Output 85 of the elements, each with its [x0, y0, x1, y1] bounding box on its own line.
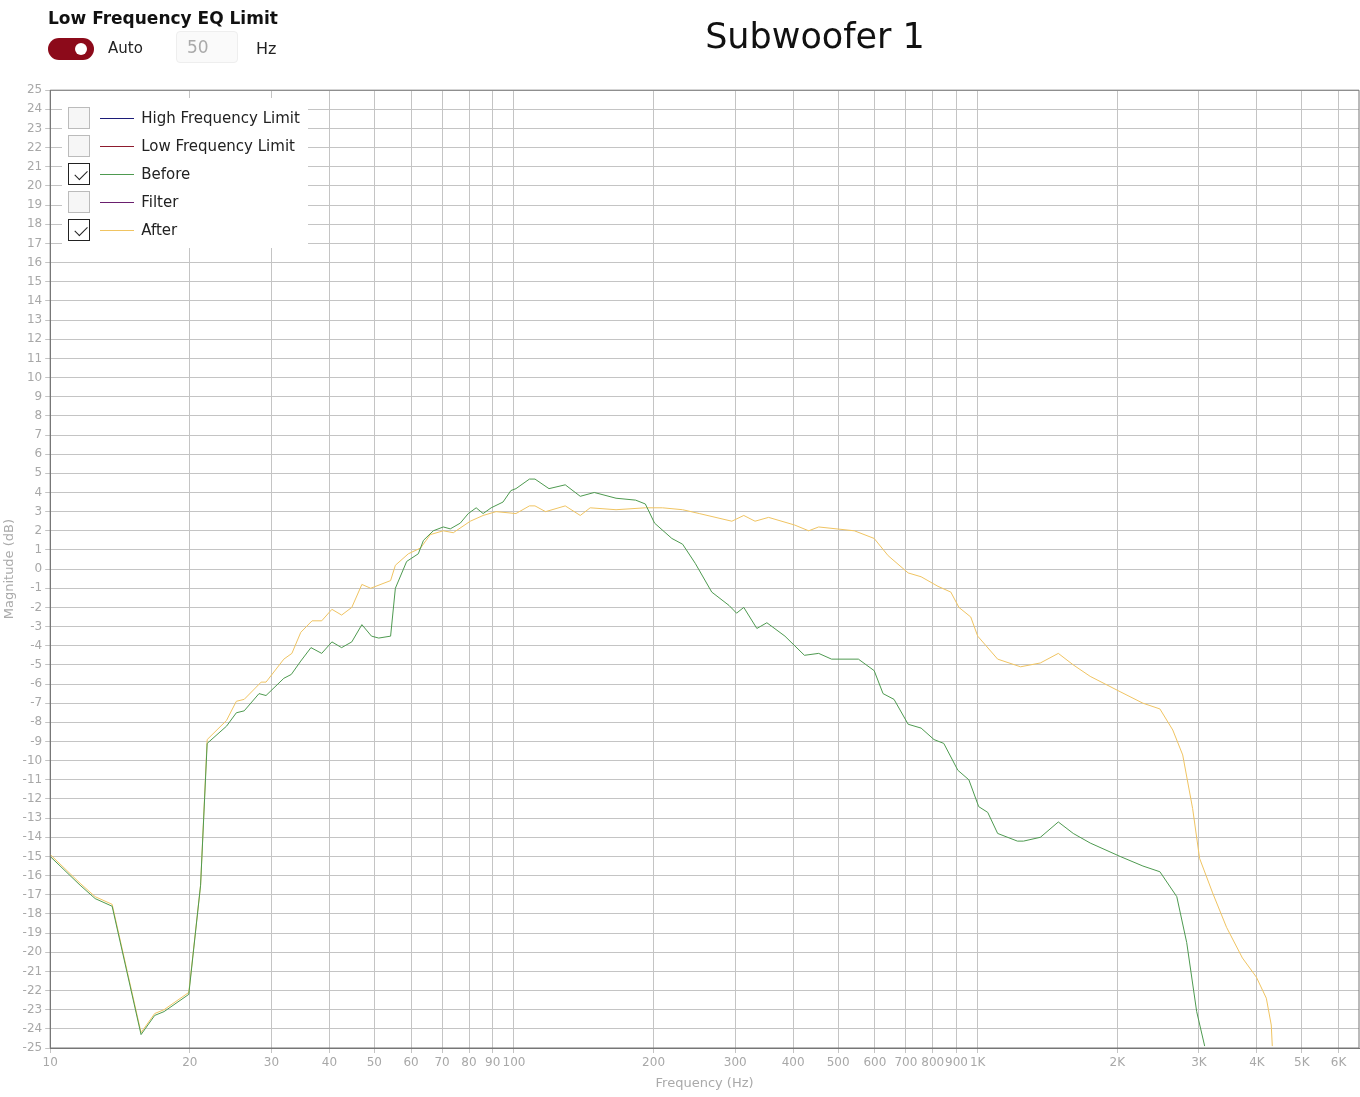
x-tick-label: 5K: [1294, 1055, 1311, 1070]
x-tick-label: 80: [461, 1055, 477, 1070]
legend-label: Before: [141, 165, 191, 184]
y-tick-label: -5: [30, 657, 43, 672]
y-tick-label: 2: [34, 522, 43, 537]
y-axis-title: Magnitude (dB): [1, 518, 17, 620]
text: Low Frequency EQ Limit: [48, 8, 278, 28]
y-tick-label: 5: [34, 465, 43, 480]
x-tick-label: 2K: [1109, 1055, 1127, 1070]
text: Auto: [108, 39, 143, 57]
x-tick-label: 40: [321, 1055, 338, 1070]
y-tick-label: 8: [34, 407, 43, 422]
x-tick-label: 200: [642, 1055, 666, 1070]
x-tick-label: 300: [723, 1055, 747, 1070]
x-tick-label: 500: [826, 1055, 850, 1070]
y-tick-label: 17: [26, 235, 43, 250]
y-tick-label: -25: [22, 1040, 43, 1055]
y-tick-label: 16: [26, 254, 43, 269]
x-tick-label: 800: [921, 1055, 945, 1070]
y-tick-label: 15: [26, 273, 43, 288]
y-tick-label: -8: [30, 714, 43, 729]
y-tick-label: -2: [30, 599, 43, 614]
y-tick-label: 21: [26, 158, 43, 173]
y-tick-label: 9: [34, 388, 43, 403]
y-tick-label: 23: [26, 120, 43, 135]
y-tick-label: 1: [34, 542, 43, 557]
y-tick-label: -4: [30, 637, 43, 652]
y-tick-label: -1: [30, 580, 43, 595]
y-tick-label: 19: [26, 197, 43, 212]
x-tick-label: 70: [434, 1055, 450, 1070]
y-tick-label: -17: [22, 886, 43, 901]
y-tick-label: 25: [26, 82, 43, 97]
y-tick-label: 4: [34, 484, 43, 499]
y-tick-label: -7: [30, 695, 43, 710]
y-tick-label: 14: [26, 293, 43, 308]
y-tick-label: 6: [34, 446, 43, 461]
y-tick-label: -3: [30, 618, 43, 633]
y-tick-label: -24: [22, 1020, 43, 1035]
x-tick-label: 90: [485, 1055, 501, 1070]
y-tick-label: -14: [22, 829, 43, 844]
y-tick-label: 12: [26, 331, 43, 346]
x-tick-label: 50: [366, 1055, 382, 1070]
y-tick-label: 7: [34, 427, 43, 442]
y-tick-label: 24: [26, 101, 43, 116]
y-tick-label: -15: [22, 848, 43, 863]
x-tick-label: 400: [781, 1055, 805, 1070]
y-tick-label: -19: [22, 925, 43, 940]
y-tick-label: -20: [22, 944, 43, 959]
text: Hz: [256, 39, 277, 58]
x-tick-label: 900: [945, 1055, 968, 1070]
legend-label: Low Frequency Limit: [141, 137, 295, 156]
x-tick-label: 100: [502, 1055, 526, 1070]
y-tick-label: 11: [26, 350, 43, 365]
x-tick-label: 700: [894, 1055, 918, 1070]
y-tick-label: -18: [22, 906, 43, 921]
x-tick-label: 30: [263, 1055, 280, 1070]
legend-label: High Frequency Limit: [141, 109, 300, 128]
y-tick-label: -21: [22, 963, 43, 978]
x-tick-label: 4K: [1249, 1055, 1266, 1070]
y-tick-label: -11: [22, 771, 43, 786]
x-tick-label: 600: [863, 1055, 887, 1070]
y-tick-label: 0: [34, 561, 43, 576]
chart-title: Subwoofer 1: [704, 16, 926, 56]
y-tick-label: 20: [26, 178, 43, 193]
y-tick-label: -12: [22, 791, 43, 806]
y-tick-label: -16: [22, 867, 43, 882]
y-tick-label: 13: [26, 312, 43, 327]
y-tick-label: -23: [22, 1001, 43, 1016]
legend-label: Filter: [141, 193, 179, 212]
y-tick-label: 3: [34, 503, 43, 518]
y-tick-label: 18: [26, 216, 43, 231]
y-tick-label: -9: [30, 733, 43, 748]
y-tick-label: -6: [30, 676, 43, 691]
x-tick-label: 20: [182, 1055, 198, 1070]
y-tick-label: -13: [22, 810, 43, 825]
y-tick-label: -22: [22, 982, 43, 997]
legend-label: After: [141, 221, 178, 240]
x-tick-label: 6K: [1330, 1055, 1348, 1070]
y-tick-label: 10: [26, 369, 43, 384]
x-axis-title: Frequency (Hz): [655, 1074, 754, 1090]
y-tick-label: -10: [22, 752, 43, 767]
x-tick-label: 60: [403, 1055, 419, 1070]
y-tick-label: 22: [26, 139, 43, 154]
x-tick-label: 3K: [1191, 1055, 1208, 1070]
x-tick-label: 1K: [969, 1055, 987, 1070]
